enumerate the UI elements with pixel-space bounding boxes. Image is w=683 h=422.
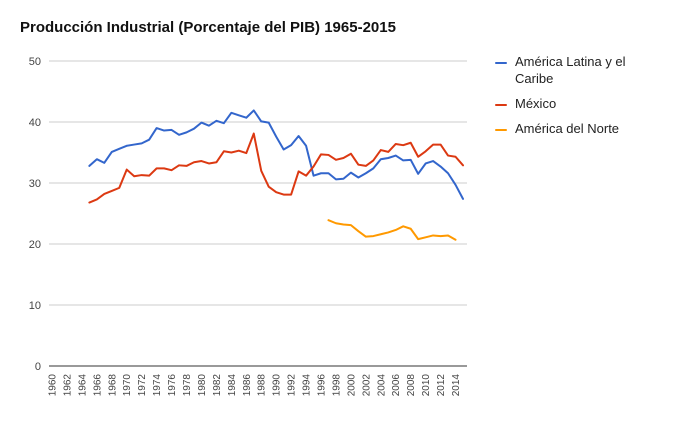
- x-tick-label: 1988: [257, 374, 268, 397]
- x-tick-label: 1978: [182, 374, 193, 397]
- x-tick-label: 1970: [122, 374, 133, 397]
- series-line-0: [88, 109, 464, 200]
- x-tick-label: 1998: [331, 374, 342, 397]
- x-tick-label: 2004: [376, 374, 387, 397]
- x-tick-label: 1990: [272, 374, 283, 397]
- x-tick-label: 2012: [436, 374, 447, 397]
- y-tick-label: 0: [35, 361, 41, 373]
- x-tick-label: 1984: [227, 374, 238, 397]
- legend-label: México: [515, 96, 557, 111]
- y-tick-label: 40: [29, 117, 41, 129]
- series-lines: [88, 109, 464, 241]
- legend-item: América Latina y el Caribe: [495, 53, 675, 87]
- x-tick-label: 1992: [287, 374, 298, 397]
- legend-label: América del Norte: [515, 121, 620, 136]
- x-tick-label: 1964: [77, 374, 88, 397]
- legend-item: México: [495, 95, 675, 112]
- x-tick-label: 1966: [92, 374, 103, 397]
- x-tick-label: 1968: [107, 374, 118, 397]
- x-tick-label: 1960: [48, 374, 59, 397]
- y-tick-label: 50: [29, 56, 41, 68]
- y-tick-label: 30: [29, 178, 41, 190]
- x-tick-label: 2008: [406, 374, 417, 397]
- legend-swatch: [495, 129, 507, 131]
- x-tick-label: 1996: [317, 374, 328, 397]
- gridlines: [49, 60, 467, 367]
- chart-title: Producción Industrial (Porcentaje del PI…: [20, 19, 396, 36]
- series-line-1: [88, 132, 464, 204]
- x-tick-label: 1972: [137, 374, 148, 397]
- x-tick-label: 1976: [167, 374, 178, 397]
- legend-swatch: [495, 104, 507, 106]
- y-axis: 0 10 20 30 40 50: [29, 56, 41, 373]
- legend-swatch: [495, 62, 507, 64]
- x-tick-label: 2014: [451, 374, 462, 397]
- x-tick-label: 2010: [421, 374, 432, 397]
- y-tick-label: 20: [29, 239, 41, 251]
- legend: América Latina y el Caribe México América …: [495, 53, 675, 145]
- x-tick-label: 1994: [302, 374, 313, 397]
- x-tick-label: 2000: [346, 374, 357, 397]
- legend-item: América del Norte: [495, 120, 675, 137]
- x-tick-label: 2006: [391, 374, 402, 397]
- x-tick-label: 2002: [361, 374, 372, 397]
- x-tick-label: 1980: [197, 374, 208, 397]
- y-tick-label: 10: [29, 300, 41, 312]
- legend-label: América Latina y el Caribe: [515, 54, 626, 86]
- x-tick-label: 1974: [152, 374, 163, 397]
- series-line-2: [327, 219, 457, 241]
- x-tick-label: 1962: [62, 374, 73, 397]
- x-tick-label: 1982: [212, 374, 223, 397]
- x-tick-label: 1986: [242, 374, 253, 397]
- x-axis: 1960 1962 1964 1966 1968 1970 1972 1974 1976 1978…: [48, 374, 463, 397]
